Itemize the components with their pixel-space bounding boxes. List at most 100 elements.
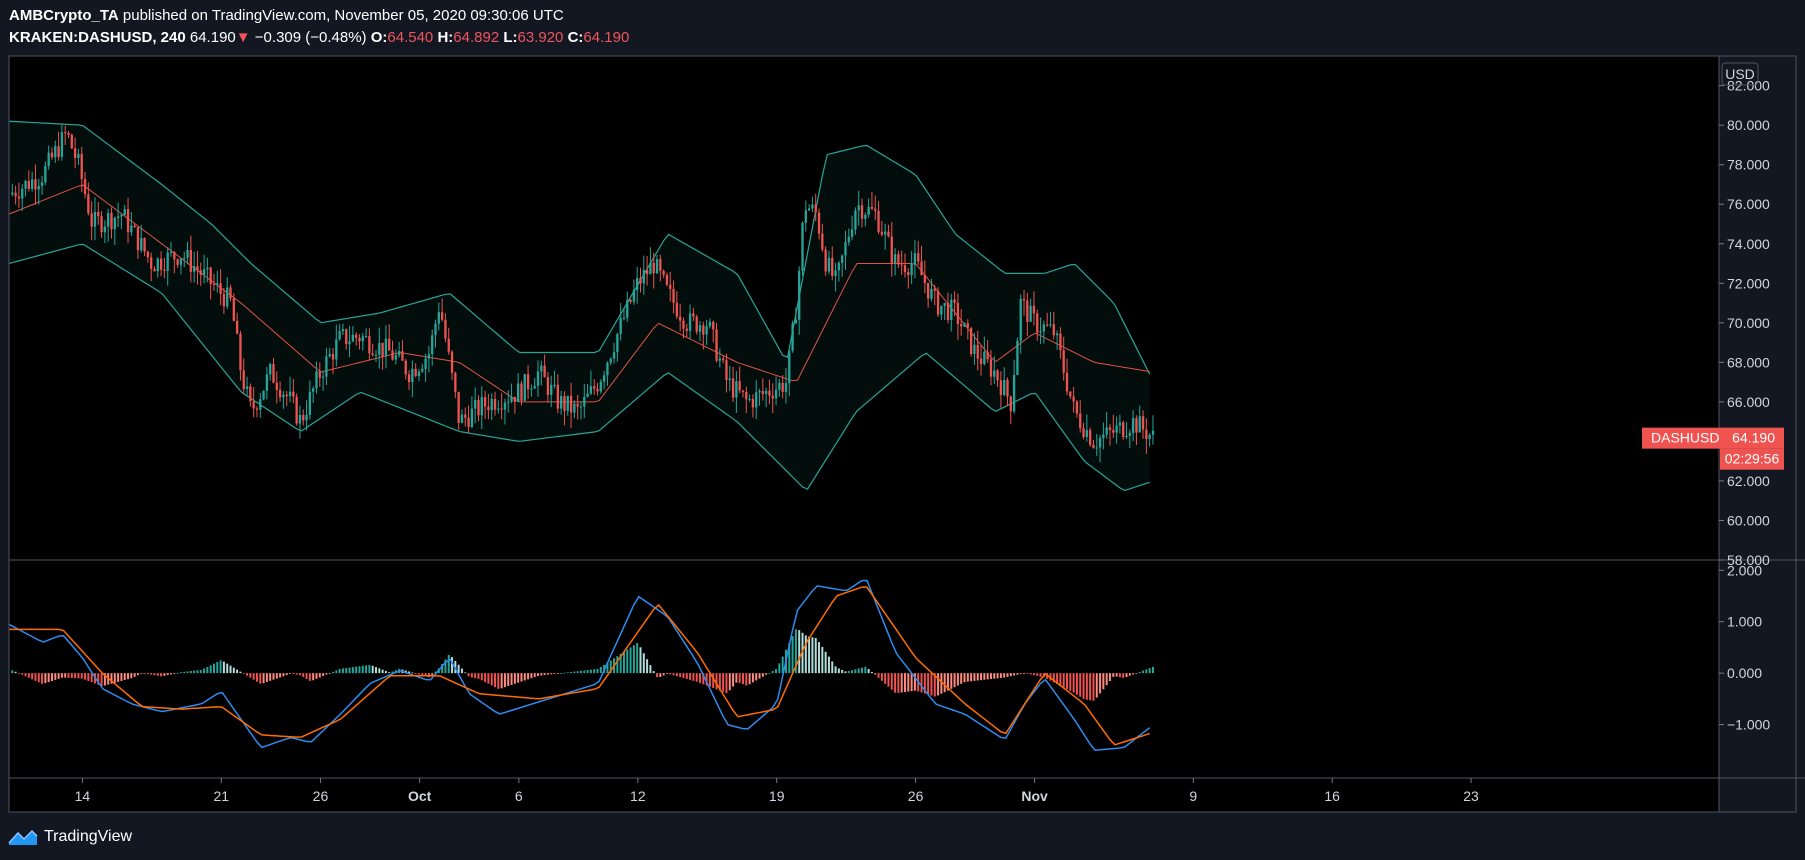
- macd-histogram-bar: [877, 673, 880, 678]
- price-tick-label: 76.000: [1727, 196, 1770, 212]
- macd-histogram-bar: [226, 663, 229, 674]
- macd-histogram-bar: [1013, 673, 1016, 676]
- candle-body: [219, 283, 222, 294]
- time-tick-label: Oct: [408, 788, 432, 804]
- candle-body: [649, 262, 652, 275]
- symbol-label[interactable]: KRAKEN:DASHUSD, 240: [9, 29, 186, 46]
- macd-histogram-bar: [689, 673, 692, 680]
- macd-histogram-bar: [1052, 673, 1055, 683]
- macd-histogram-bar: [824, 651, 827, 674]
- candle-body: [1062, 350, 1065, 373]
- candle-body: [817, 212, 821, 234]
- macd-histogram-bar: [146, 673, 149, 675]
- candle-body: [503, 402, 507, 410]
- macd-histogram-bar: [890, 673, 893, 690]
- macd-histogram-bar: [768, 672, 771, 674]
- macd-histogram-bar: [123, 673, 126, 681]
- macd-histogram-bar: [497, 673, 500, 689]
- candle-body: [414, 368, 417, 377]
- candle-body: [705, 326, 708, 335]
- macd-histogram-bar: [14, 671, 17, 674]
- candle-body: [507, 401, 510, 403]
- candle-body: [1085, 429, 1088, 437]
- macd-histogram-bar: [381, 669, 384, 674]
- macd-histogram-bar: [652, 671, 655, 674]
- candle-body: [1055, 333, 1059, 336]
- candle-body: [688, 313, 692, 331]
- candle-body: [480, 397, 483, 416]
- macd-histogram-bar: [553, 673, 556, 674]
- macd-tick-label: 0.000: [1727, 665, 1762, 681]
- macd-pane[interactable]: [8, 579, 1154, 751]
- macd-histogram-bar: [563, 672, 566, 674]
- candle-body: [536, 371, 540, 386]
- candle-body: [1012, 375, 1016, 412]
- candle-body: [163, 269, 166, 272]
- candle-body: [259, 399, 262, 410]
- candle-body: [1131, 418, 1135, 433]
- macd-histogram-bar: [417, 673, 420, 675]
- candle-body: [401, 351, 404, 361]
- candle-body: [1141, 416, 1145, 430]
- candle-body: [731, 378, 735, 398]
- macd-histogram-bar: [282, 673, 285, 677]
- price-pane[interactable]: [8, 120, 1155, 492]
- currency-label[interactable]: USD: [1725, 66, 1755, 82]
- tradingview-logo-icon[interactable]: [8, 828, 38, 846]
- candle-body: [1128, 432, 1131, 436]
- macd-histogram-bar: [298, 673, 301, 676]
- candle-body: [993, 370, 996, 377]
- candle-body: [1006, 379, 1009, 397]
- publisher-name[interactable]: AMBCrypto_TA: [9, 7, 119, 24]
- macd-histogram-bar: [904, 673, 906, 693]
- macd-histogram-bar: [470, 673, 473, 678]
- macd-histogram-bar: [804, 635, 807, 674]
- macd-histogram-bar: [338, 669, 341, 674]
- macd-histogram-bar: [44, 673, 47, 684]
- macd-histogram-bar: [24, 673, 27, 677]
- macd-histogram-bar: [219, 660, 222, 674]
- candle-body: [672, 288, 675, 303]
- candle-body: [801, 222, 804, 271]
- macd-histogram-bar: [616, 656, 619, 674]
- macd-histogram-bar: [857, 668, 860, 674]
- candle-body: [629, 299, 632, 302]
- macd-histogram-bar: [778, 663, 781, 674]
- candle-body: [553, 384, 556, 386]
- macd-histogram-bar: [388, 672, 391, 674]
- macd-histogram-bar: [1062, 673, 1065, 688]
- candle-body: [738, 381, 741, 391]
- candle-body: [1042, 324, 1046, 332]
- macd-histogram-bar: [31, 673, 34, 680]
- candle-body: [864, 214, 867, 219]
- macd-histogram-bar: [100, 673, 103, 687]
- macd-histogram-bar: [818, 642, 821, 674]
- candle-body: [1059, 333, 1062, 351]
- candle-body: [794, 319, 798, 324]
- candle-body: [272, 364, 275, 383]
- footer-brand[interactable]: TradingView: [44, 828, 133, 845]
- candle-body: [692, 313, 695, 317]
- currency-box[interactable]: [1721, 62, 1759, 86]
- macd-histogram-bar: [884, 673, 887, 684]
- macd-histogram-bar: [269, 673, 272, 681]
- candle-body: [434, 323, 437, 336]
- candle-body: [913, 253, 917, 265]
- price-tick-label: 66.000: [1727, 394, 1770, 410]
- bollinger-basis-line: [8, 184, 1150, 403]
- candle-body: [242, 370, 245, 390]
- candle-body: [249, 386, 252, 402]
- candle-body: [755, 392, 758, 408]
- candle-body: [847, 236, 850, 243]
- candle-body: [460, 414, 464, 423]
- macd-histogram-bar: [989, 673, 992, 680]
- time-tick-label: 16: [1324, 788, 1340, 804]
- candle-body: [781, 382, 784, 392]
- candle-body: [126, 209, 130, 233]
- candle-body: [166, 252, 169, 272]
- macd-histogram-bar: [249, 673, 252, 678]
- candle-body: [150, 257, 153, 269]
- macd-histogram-bar: [378, 668, 381, 674]
- macd-histogram-bar: [920, 673, 923, 693]
